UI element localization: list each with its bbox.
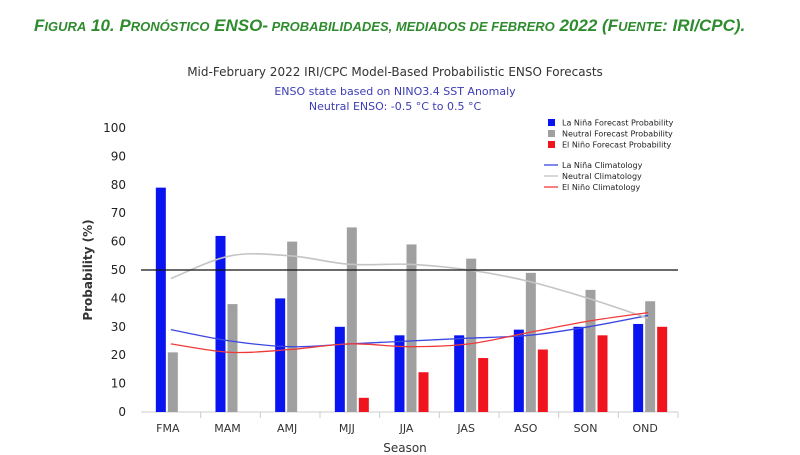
x-tick-label: SON bbox=[574, 422, 598, 435]
bar-la-nina bbox=[275, 298, 286, 412]
bar-neutral bbox=[346, 227, 357, 412]
x-tick-label: MAM bbox=[214, 422, 241, 435]
x-tick-label: OND bbox=[632, 422, 657, 435]
chart-subtitle-1: ENSO state based on NINO3.4 SST Anomaly bbox=[274, 85, 516, 98]
bar-la-nina bbox=[513, 329, 524, 412]
y-axis-label: Probability (%) bbox=[81, 219, 95, 320]
legend-label: El Niño Climatology bbox=[562, 183, 640, 192]
legend-swatch bbox=[548, 141, 555, 148]
legend-label: La Niña Climatology bbox=[562, 161, 643, 170]
bar-el-nino bbox=[537, 349, 548, 412]
climatology-line-la-nina bbox=[170, 314, 649, 348]
legend-swatch bbox=[548, 119, 555, 126]
x-tick-label: JJA bbox=[399, 422, 414, 435]
y-tick-label: 70 bbox=[111, 206, 126, 220]
y-tick-label: 100 bbox=[103, 121, 126, 135]
climatology-line-neutral bbox=[170, 252, 649, 320]
x-axis-label: Season bbox=[383, 441, 427, 455]
bar-el-nino bbox=[478, 358, 489, 412]
x-tick-label: FMA bbox=[156, 422, 180, 435]
bar-el-nino bbox=[657, 326, 668, 412]
chart-subtitle-2: Neutral ENSO: -0.5 °C to 0.5 °C bbox=[309, 100, 482, 113]
legend-label: Neutral Climatology bbox=[562, 172, 642, 181]
y-tick-label: 40 bbox=[111, 291, 126, 305]
y-tick-label: 90 bbox=[111, 149, 126, 163]
bar-la-nina bbox=[334, 326, 345, 412]
x-tick-label: MJJ bbox=[339, 422, 355, 435]
bar-neutral bbox=[167, 352, 178, 412]
bar-neutral bbox=[585, 289, 596, 412]
bar-la-nina bbox=[155, 187, 166, 412]
bar-la-nina bbox=[454, 335, 465, 412]
bar-neutral bbox=[466, 258, 477, 412]
y-tick-label: 10 bbox=[111, 377, 126, 391]
y-tick-label: 80 bbox=[111, 178, 126, 192]
bar-neutral bbox=[227, 304, 238, 412]
x-tick-label: AMJ bbox=[277, 422, 297, 435]
legend-label: Neutral Forecast Probability bbox=[562, 130, 673, 139]
y-tick-label: 0 bbox=[118, 405, 126, 419]
chart-title: Mid-February 2022 IRI/CPC Model-Based Pr… bbox=[187, 65, 603, 79]
bar-neutral bbox=[287, 241, 298, 412]
bar-neutral bbox=[406, 244, 417, 412]
y-tick-label: 20 bbox=[111, 348, 126, 362]
y-tick-label: 50 bbox=[111, 263, 126, 277]
bar-el-nino bbox=[358, 397, 369, 412]
y-tick-label: 60 bbox=[111, 235, 126, 249]
climatology-line-el-nino bbox=[170, 311, 649, 354]
bar-neutral bbox=[525, 272, 536, 412]
legend-label: La Niña Forecast Probability bbox=[562, 119, 674, 128]
bar-neutral bbox=[645, 301, 656, 412]
bar-la-nina bbox=[215, 235, 226, 412]
figure-caption: Figura 10. Pronóstico ENSO- probabilidad… bbox=[34, 16, 746, 35]
bar-la-nina bbox=[633, 323, 644, 412]
bar-la-nina bbox=[573, 326, 584, 412]
bar-el-nino bbox=[597, 335, 608, 412]
bar-el-nino bbox=[418, 372, 429, 412]
x-tick-label: JAS bbox=[456, 422, 475, 435]
y-tick-label: 30 bbox=[111, 320, 126, 334]
bar-la-nina bbox=[394, 335, 405, 412]
legend-label: El Niño Forecast Probability bbox=[562, 141, 671, 150]
x-tick-label: ASO bbox=[514, 422, 538, 435]
legend-swatch bbox=[548, 130, 555, 137]
